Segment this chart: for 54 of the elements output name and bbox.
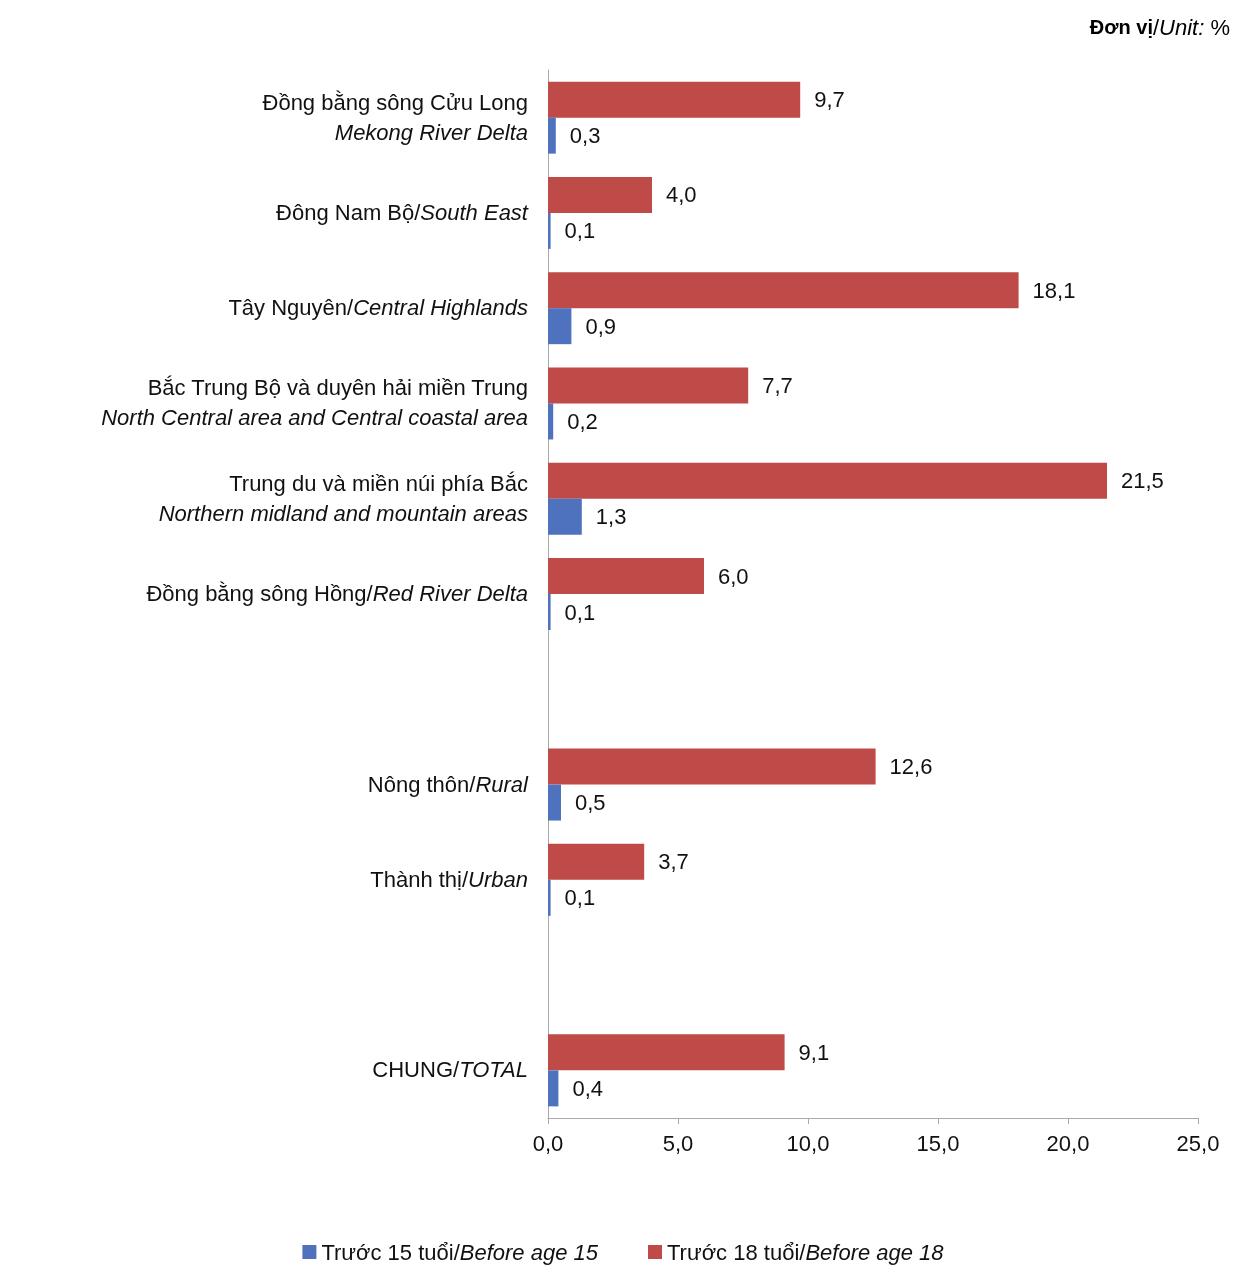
data-label: 0,3 — [569, 123, 601, 149]
x-tick-label: 20,0 — [1046, 1130, 1090, 1156]
data-label: 0,1 — [564, 218, 596, 244]
data-label: 21,5 — [1121, 468, 1164, 494]
bar — [548, 1034, 785, 1071]
bar — [548, 272, 1019, 309]
y-tick-label: Trung du và miền núi phía Bắc Northern midland and mountain areas — [158, 470, 528, 526]
y-tick-label: Đồng bằng sông Cửu Long Mekong River Delta — [262, 89, 528, 145]
data-label: 0,1 — [564, 885, 596, 911]
data-label: 7,7 — [762, 372, 793, 398]
bar — [548, 308, 572, 345]
text: Đơn vị/Unit: % — [1089, 14, 1231, 40]
bar — [548, 558, 704, 594]
data-label: 0,4 — [572, 1075, 603, 1101]
bar — [548, 1070, 559, 1107]
x-tick-label: 0,0 — [532, 1130, 564, 1156]
bar — [548, 176, 652, 213]
y-tick-label: Đồng bằng sông Hồng/Red River Delta — [146, 581, 528, 606]
data-label: 9,7 — [814, 87, 845, 113]
x-tick-label: 5,0 — [662, 1130, 694, 1156]
data-label: 0,2 — [567, 408, 598, 434]
data-label: 6,0 — [718, 563, 749, 589]
y-tick-label: Nông thôn/Rural — [367, 771, 528, 797]
legend-label: Trước 15 tuổi/Before age 15 — [321, 1239, 599, 1265]
data-label: 0,5 — [575, 790, 606, 816]
data-label: 9,1 — [798, 1039, 830, 1065]
y-tick-label: Bắc Trung Bộ và duyên hải miền Trung North Central area and Central coastal area — [101, 375, 528, 431]
bar — [548, 403, 554, 440]
y-tick-label: Tây Nguyên/Central Highlands — [228, 295, 528, 321]
bar — [548, 748, 876, 785]
bar — [548, 117, 556, 154]
x-tick-label: 15,0 — [916, 1130, 960, 1156]
y-tick-label: Đông Nam Bộ/South East — [276, 199, 528, 225]
bar — [548, 212, 551, 249]
y-tick-label: Thành thị/Urban — [370, 866, 528, 892]
bar — [548, 843, 645, 880]
data-label: 18,1 — [1032, 277, 1076, 303]
data-label: 3,7 — [658, 849, 689, 875]
data-label: 4,0 — [666, 182, 697, 208]
bar — [548, 498, 582, 535]
bar — [548, 594, 551, 630]
bar — [548, 81, 801, 118]
x-tick-label: 25,0 — [1176, 1130, 1220, 1156]
x-tick-label: 10,0 — [786, 1130, 830, 1156]
y-tick-label: CHUNG/TOTAL — [372, 1057, 528, 1083]
legend-label: Trước 18 tuổi/Before age 18 — [667, 1239, 945, 1265]
bar — [548, 462, 1107, 499]
data-label: 0,9 — [585, 313, 616, 339]
bar — [548, 784, 561, 821]
data-label: 0,1 — [564, 599, 596, 625]
bar — [548, 367, 749, 404]
data-label: 12,6 — [889, 754, 933, 780]
bar — [548, 879, 551, 916]
data-label: 1,3 — [595, 504, 627, 530]
